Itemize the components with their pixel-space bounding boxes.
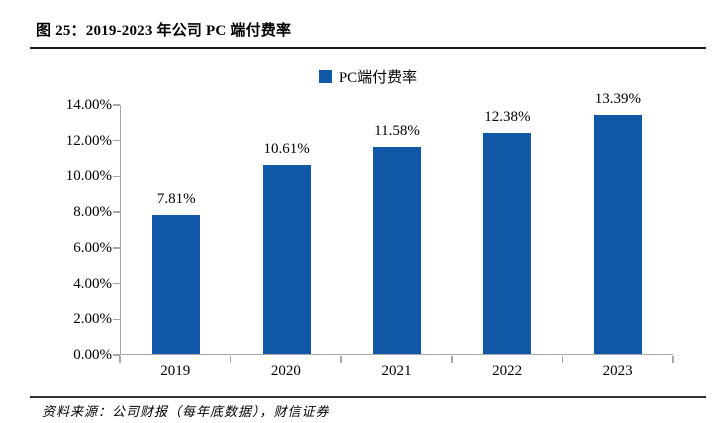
y-tick-label: 8.00% xyxy=(73,204,112,221)
y-tick-mark xyxy=(113,354,120,356)
x-axis-label-2019: 2019 xyxy=(160,363,191,379)
plot-area: 7.81% 10.61% 11.58% 12.38% 13.39% xyxy=(120,91,673,355)
y-tick-mark xyxy=(113,175,120,178)
x-axis-label-2020: 2020 xyxy=(270,363,301,379)
x-tick-mark xyxy=(561,356,564,363)
bar-value-label: 11.58% xyxy=(374,123,420,140)
y-tick-mark xyxy=(113,282,120,285)
y-tick-label: 0.00% xyxy=(73,347,112,363)
y-tick-label: 10.00% xyxy=(65,168,112,185)
x-tick-mark xyxy=(229,356,232,363)
source-divider xyxy=(30,396,706,398)
y-tick-label: 4.00% xyxy=(73,275,112,292)
bar-slot: 12.38% xyxy=(452,105,562,354)
y-tick-mark xyxy=(113,318,120,321)
x-axis-label-2023: 2023 xyxy=(602,363,633,379)
bar-2021 xyxy=(373,147,422,354)
title-divider xyxy=(30,47,706,49)
x-tick-mark xyxy=(340,356,342,363)
y-tick-label: 12.00% xyxy=(65,132,112,149)
bar-value-label: 7.81% xyxy=(156,190,196,207)
bar-slot: 7.81% xyxy=(121,105,231,354)
chart-legend: PC端付费率 xyxy=(30,66,706,87)
bar-value-label: 10.61% xyxy=(263,140,310,157)
y-tick-label: 14.00% xyxy=(65,97,112,113)
y-tick-label: 2.00% xyxy=(73,311,112,328)
x-tick-mark xyxy=(672,356,674,363)
source-note: 资料来源：公司财报（每年底数据），财信证券 xyxy=(42,404,330,419)
y-tick-mark xyxy=(113,247,120,249)
y-tick-mark xyxy=(113,139,120,142)
legend-swatch-icon xyxy=(318,70,332,83)
bar-2019 xyxy=(152,214,201,354)
x-axis-label-2021: 2021 xyxy=(381,363,412,379)
x-axis-labels: 2019 2020 2021 2022 2023 xyxy=(120,363,673,380)
bar-2022 xyxy=(483,132,532,354)
y-tick-label: 6.00% xyxy=(73,239,112,256)
y-tick-mark xyxy=(113,104,120,106)
x-axis-label-2022: 2022 xyxy=(492,363,523,379)
figure-title: 图 25：2019-2023 年公司 PC 端付费率 xyxy=(36,23,292,39)
y-tick-mark xyxy=(113,211,120,213)
bar-value-label: 12.38% xyxy=(484,108,531,125)
bar-slot: 13.39% xyxy=(563,91,673,354)
bar-slot: 10.61% xyxy=(231,105,341,354)
legend-label: PC端付费率 xyxy=(338,70,418,86)
bar-value-label: 13.39% xyxy=(594,90,641,107)
x-tick-mark xyxy=(119,356,121,363)
bar-2020 xyxy=(262,164,311,354)
bar-slot: 11.58% xyxy=(342,105,452,354)
bar-2023 xyxy=(593,114,642,354)
x-tick-mark xyxy=(451,356,453,363)
